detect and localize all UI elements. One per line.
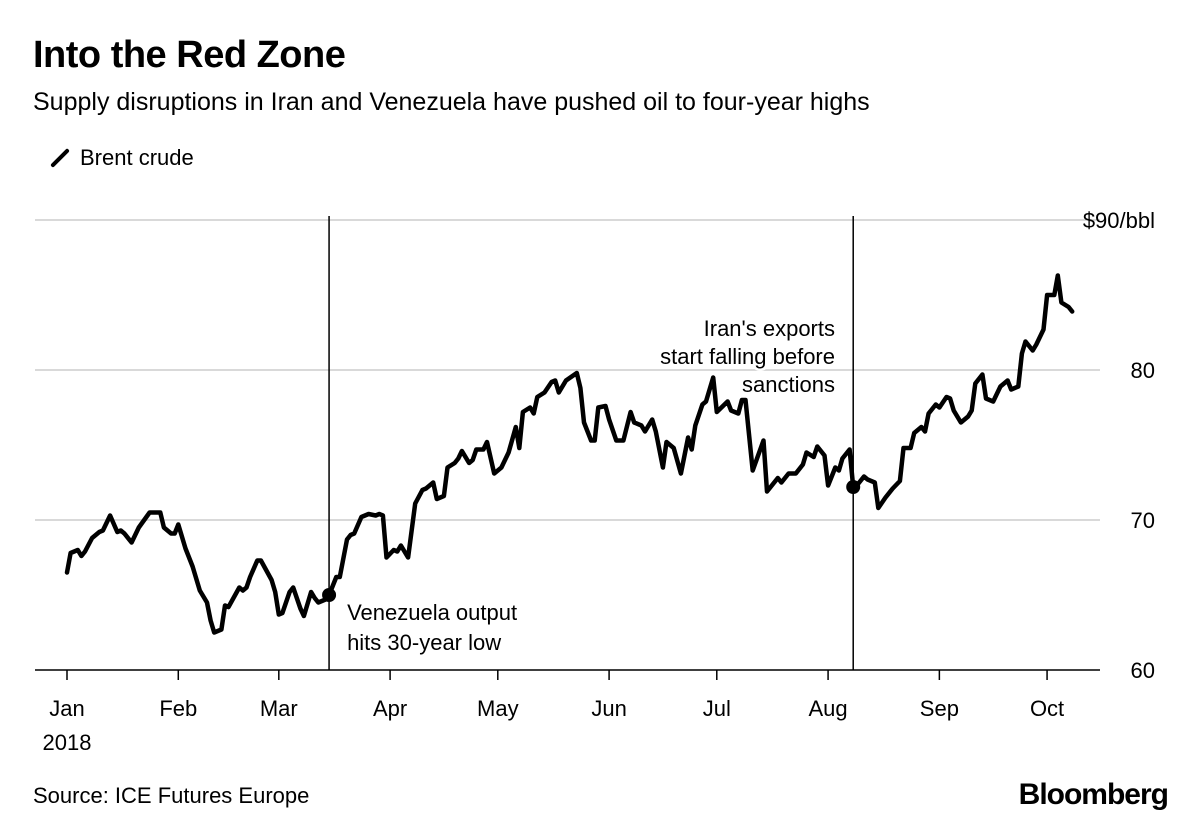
x-tick-label: Jul: [703, 696, 731, 721]
x-tick-year-label: 2018: [43, 730, 92, 755]
annotation-text: Venezuela output: [347, 600, 517, 625]
y-tick-label: 70: [1131, 508, 1155, 533]
chart-subtitle: Supply disruptions in Iran and Venezuela…: [33, 88, 870, 116]
bloomberg-logo: Bloomberg: [1018, 778, 1169, 811]
annotation-marker: [846, 480, 861, 494]
x-tick-label: Aug: [809, 696, 848, 721]
y-tick-label: 80: [1131, 358, 1155, 383]
x-tick-label: Oct: [1030, 696, 1064, 721]
source-note: Source: ICE Futures Europe: [33, 783, 310, 808]
brent-crude-line: [64, 273, 1075, 635]
annotation-marker: [322, 588, 337, 602]
annotation-text: start falling before: [660, 344, 835, 369]
y-tick-label: $90/bbl: [1083, 208, 1155, 233]
y-tick-label: 60: [1131, 658, 1155, 683]
chart-title: Into the Red Zone: [33, 34, 346, 76]
x-tick-label: Apr: [373, 696, 407, 721]
x-tick-label: Mar: [260, 696, 298, 721]
x-tick-label: Feb: [159, 696, 197, 721]
x-tick-label: May: [477, 696, 519, 721]
legend-label: Brent crude: [80, 145, 194, 170]
annotation-text: Iran's exports: [704, 316, 835, 341]
annotation-text: hits 30-year low: [347, 630, 501, 655]
legend: Brent crude: [48, 145, 194, 171]
x-tick-label: Jan: [49, 696, 84, 721]
annotation-text: sanctions: [742, 372, 835, 397]
x-tick-label: Jun: [591, 696, 626, 721]
x-tick-label: Sep: [920, 696, 959, 721]
